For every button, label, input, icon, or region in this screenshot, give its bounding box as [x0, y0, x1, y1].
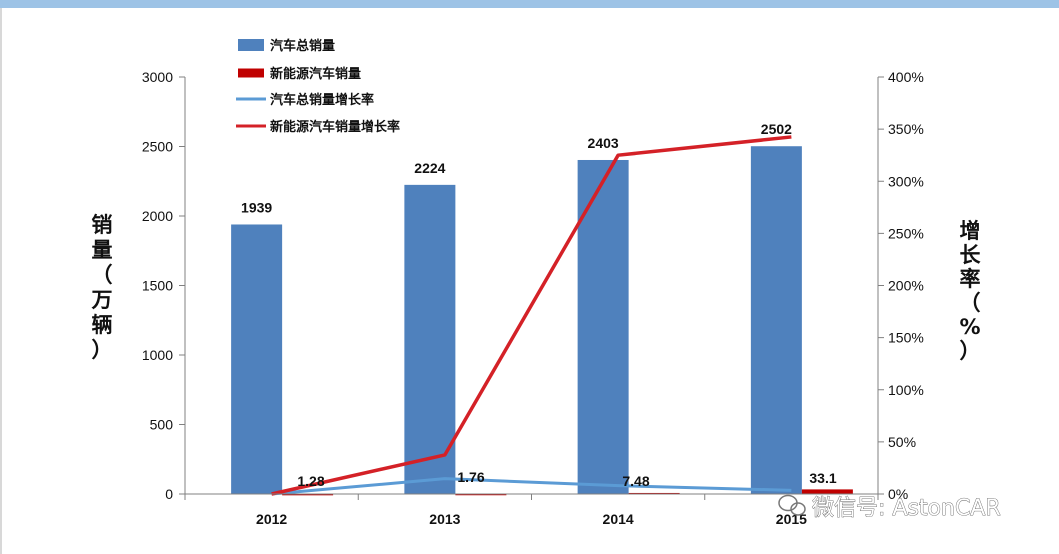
y2-tick-label: 250%: [888, 225, 924, 241]
watermark-text: 微信号: AstonCAR: [812, 496, 1001, 521]
line-total-growth: [271, 477, 792, 496]
y2-tick-label: 150%: [888, 330, 924, 346]
legend-swatch: [238, 39, 264, 51]
top-accent-band: [0, 0, 1059, 8]
y-tick-label: 1500: [142, 278, 173, 294]
legend-label: 汽车总销量增长率: [270, 92, 374, 108]
bar-total-sales: [750, 146, 802, 495]
data-label-total-sales: 2502: [761, 121, 792, 137]
legend-swatch: [238, 68, 264, 78]
bar-total-sales: [577, 159, 629, 494]
data-label-nev-sales: 7.48: [622, 473, 649, 489]
y-tick-label: 2500: [142, 139, 173, 155]
y2-tick-label: 100%: [888, 382, 924, 398]
bar-nev-sales: [801, 489, 853, 494]
x-tick-label: 2012: [256, 511, 287, 527]
y2-tick-label: 0%: [888, 486, 908, 502]
data-label-nev-sales: 1.28: [297, 473, 324, 489]
y2-tick-label: 50%: [888, 434, 916, 450]
bar-total-sales: [404, 184, 456, 494]
line-nev-growth: [271, 135, 792, 496]
legend-label: 汽车总销量: [270, 38, 335, 54]
legend-label: 新能源汽车销量: [270, 66, 361, 82]
y2-tick-label: 400%: [888, 69, 924, 85]
y-tick-label: 500: [150, 417, 174, 433]
bar-total-sales: [231, 224, 283, 494]
x-tick-label: 2013: [429, 511, 460, 527]
y-tick-label: 2000: [142, 208, 173, 224]
y2-tick-label: 300%: [888, 173, 924, 189]
y2-tick-label: 350%: [888, 121, 924, 137]
legend-label: 新能源汽车销量增长率: [270, 119, 400, 135]
data-label-nev-sales: 33.1: [809, 470, 836, 486]
y2-tick-label: 200%: [888, 278, 924, 294]
wechat-icon: [778, 494, 806, 516]
y-tick-label: 1000: [142, 347, 173, 363]
bar-nev-sales: [455, 493, 507, 496]
data-label-total-sales: 2403: [588, 135, 619, 151]
bar-nev-sales: [282, 493, 334, 496]
data-label-total-sales: 2224: [414, 160, 445, 176]
y-tick-label: 0: [165, 486, 173, 502]
left-edge-line: [0, 8, 2, 554]
wechat-bubble-small: [790, 502, 806, 516]
data-label-nev-sales: 1.76: [457, 469, 484, 485]
x-tick-label: 2014: [603, 511, 634, 527]
data-label-total-sales: 1939: [241, 199, 272, 215]
wechat-bubble-large: [778, 494, 798, 512]
y-tick-label: 3000: [142, 69, 173, 85]
y-axis-title: 销量（万辆）: [91, 213, 113, 362]
y2-axis-title: 增长率（%）: [959, 219, 981, 363]
